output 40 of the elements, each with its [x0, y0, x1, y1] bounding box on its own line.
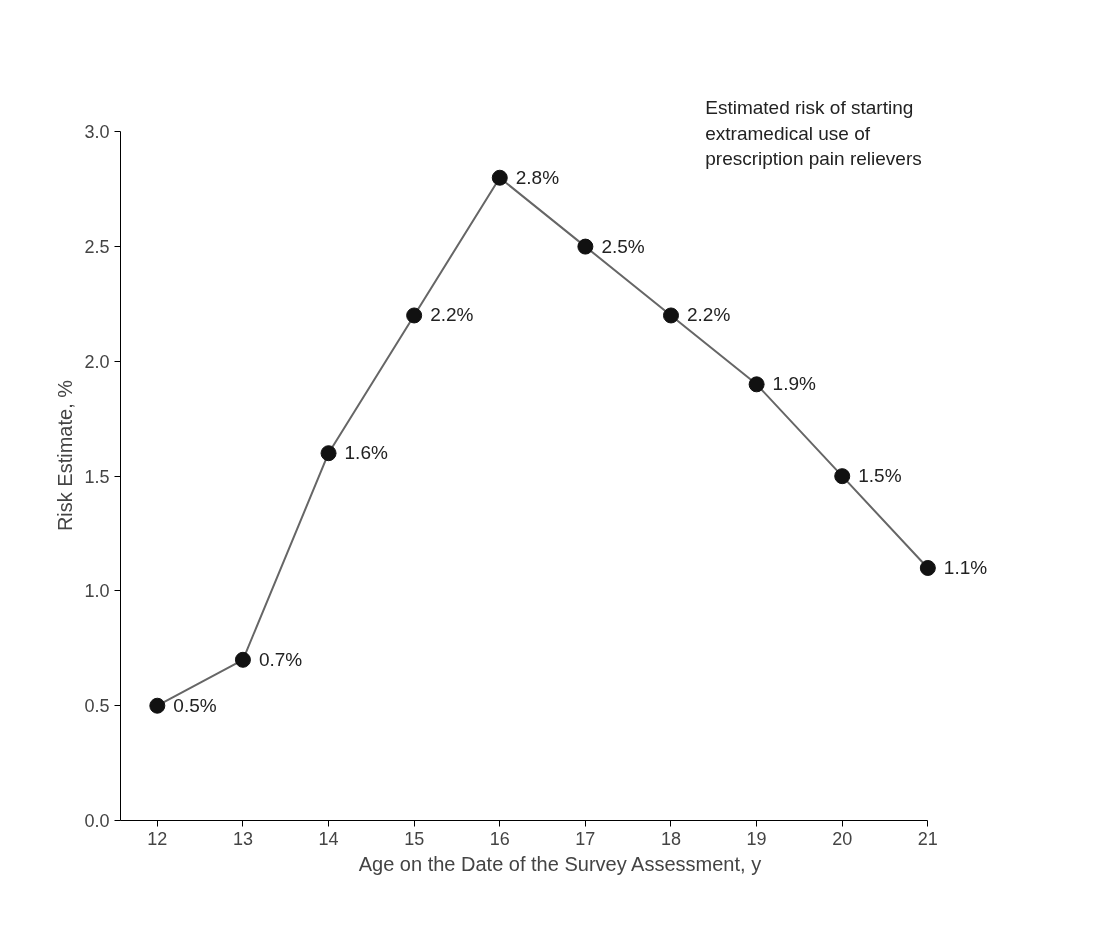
x-tick-label: 14 [318, 828, 339, 849]
data-label: 0.7% [258, 648, 303, 670]
point [149, 697, 166, 714]
y-tick-label: 0.0 [84, 811, 110, 831]
x-tick-label: 17 [575, 828, 596, 849]
x-axis-title: Age on the Date of the Survey Assessment, y [358, 852, 762, 875]
x-tick-label: 18 [660, 828, 682, 849]
point [748, 376, 765, 393]
point [663, 307, 679, 324]
y-tick-label: 0.5 [84, 696, 110, 717]
y-tick-label: 3.0 [84, 122, 110, 143]
x-tick-label: 16 [489, 828, 510, 849]
point [491, 169, 508, 186]
data-label: 1.9% [772, 373, 817, 395]
data-label: 2.5% [601, 235, 645, 257]
y-axis-title: Risk Estimate, % [54, 379, 77, 532]
point [406, 307, 423, 324]
data-label: 2.2% [430, 304, 474, 326]
x-tick-label: 21 [917, 828, 938, 849]
point [834, 468, 851, 485]
point [320, 445, 337, 462]
data-label: 1.5% [858, 465, 902, 487]
y-tick-label: 1.5 [84, 466, 110, 487]
x-tick-label: 19 [746, 828, 767, 849]
data-label: 0.5% [173, 694, 217, 716]
annotation: Estimated risk of starting extramedical use of prescription pain relievers [705, 97, 922, 169]
x-tick-label: 20 [832, 828, 853, 849]
data-label: 2.2% [687, 304, 731, 326]
y-tick-label: 2.0 [84, 351, 110, 372]
x-tick-label: 15 [404, 828, 425, 849]
x-tick-label: 13 [232, 828, 253, 849]
y-tick-label: 1.0 [84, 581, 110, 602]
point [577, 238, 594, 255]
point [234, 651, 251, 668]
data-label: 1.6% [344, 442, 388, 464]
data-label: 2.8% [515, 166, 560, 188]
y-tick-label: 2.5 [84, 237, 110, 258]
x-tick-label: 12 [147, 828, 168, 849]
data-label: 1.1% [943, 556, 988, 578]
point [919, 560, 936, 576]
